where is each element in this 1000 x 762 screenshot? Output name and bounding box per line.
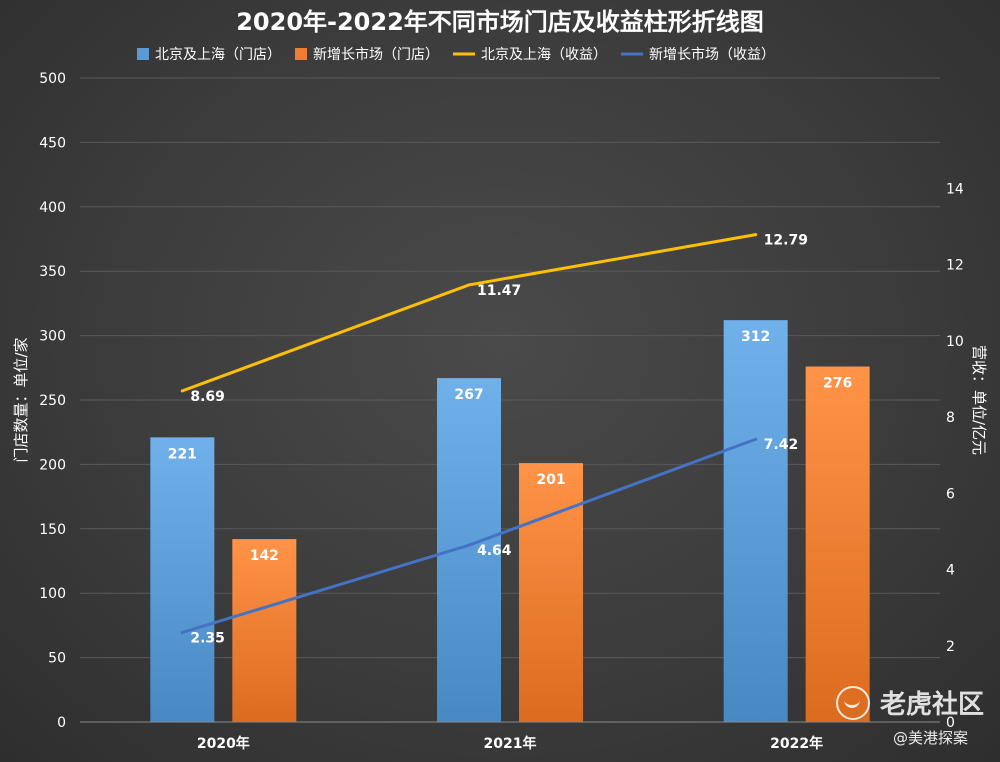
line-data-label: 2.35 [190,630,225,646]
y-tick-label: 0 [57,715,66,731]
y-tick-label: 200 [39,457,66,473]
watermark-main-text: 老虎社区 [880,690,985,720]
y-tick-label: 350 [39,264,66,280]
watermark-logo-group: 老虎社区 [836,684,984,721]
line-point [180,389,184,393]
line-data-label: 8.69 [190,389,225,405]
bar [723,320,788,722]
watermark-sub-text: @美港探案 [893,729,969,747]
y-tick-label: 150 [39,522,66,538]
lines: 8.69 11.47 12.79 2.35 4.64 7.42 [180,233,808,646]
bars: 221 267 312 142 201 276 [150,320,870,722]
line-point [754,233,758,237]
line-data-label: 7.42 [764,437,799,453]
line-point [754,437,758,441]
bar-data-label: 267 [454,387,483,403]
y-tick-label: 500 [39,71,66,87]
y2-tick-label: 8 [946,410,955,426]
y2-tick-label: 12 [946,258,964,274]
y2-tick-label: 6 [946,486,955,502]
y-axis-title: 门店数量：单位/家 [12,337,30,462]
line-point [180,630,184,634]
x-tick-label: 2020年 [197,735,250,752]
y2-tick-label: 4 [946,563,955,579]
line-data-label: 4.64 [477,543,512,559]
y2-tick-label: 10 [946,334,964,350]
bar-data-label: 312 [741,329,770,345]
y2-tick-label: 14 [946,182,964,198]
tiger-logo-icon [836,685,870,720]
y-tick-label: 250 [39,393,66,409]
y-tick-label: 50 [48,651,66,667]
y2-tick-label: 0 [946,715,955,731]
legend-label: 新增长市场（收益） [649,46,775,63]
x-tick-label: 2022年 [770,735,823,752]
x-tick-label: 2021年 [484,735,537,752]
bar [437,378,501,722]
bar-data-label: 142 [250,548,279,564]
legend-swatch [295,48,307,60]
y-axis-right: 0 2 4 6 8 10 12 14 [946,182,964,731]
series-line [180,233,758,393]
y-axis-left: 0 50 100 150 200 250 300 350 400 450 500 [39,71,66,731]
bar [232,539,297,722]
bar-data-label: 201 [536,472,565,488]
chart-title: 2020年-2022年不同市场门店及收益柱形折线图 [236,8,764,36]
y-tick-label: 450 [39,135,66,151]
bar-data-label: 221 [168,446,197,462]
legend-label: 新增长市场（门店） [313,46,439,63]
x-axis: 2020年 2021年 2022年 [80,721,940,752]
y-tick-label: 400 [39,200,66,216]
line-data-label: 12.79 [764,233,808,249]
legend-swatch [137,48,149,60]
bar [519,463,583,722]
y2-axis-title: 营收：单位/亿元 [970,345,988,455]
y-tick-label: 300 [39,329,66,345]
bar [805,366,870,722]
line-data-label: 11.47 [477,283,521,299]
bar-data-label: 276 [823,376,852,392]
y-tick-label: 100 [39,586,66,602]
line-point [467,283,471,287]
y2-tick-label: 2 [946,639,955,655]
line-point [467,543,471,547]
legend-label: 北京及上海（收益） [481,47,607,63]
bar [150,437,215,722]
legend: 北京及上海（门店） 新增长市场（门店） 北京及上海（收益） 新增长市场（收益） [137,46,775,63]
legend-label: 北京及上海（门店） [155,47,281,63]
